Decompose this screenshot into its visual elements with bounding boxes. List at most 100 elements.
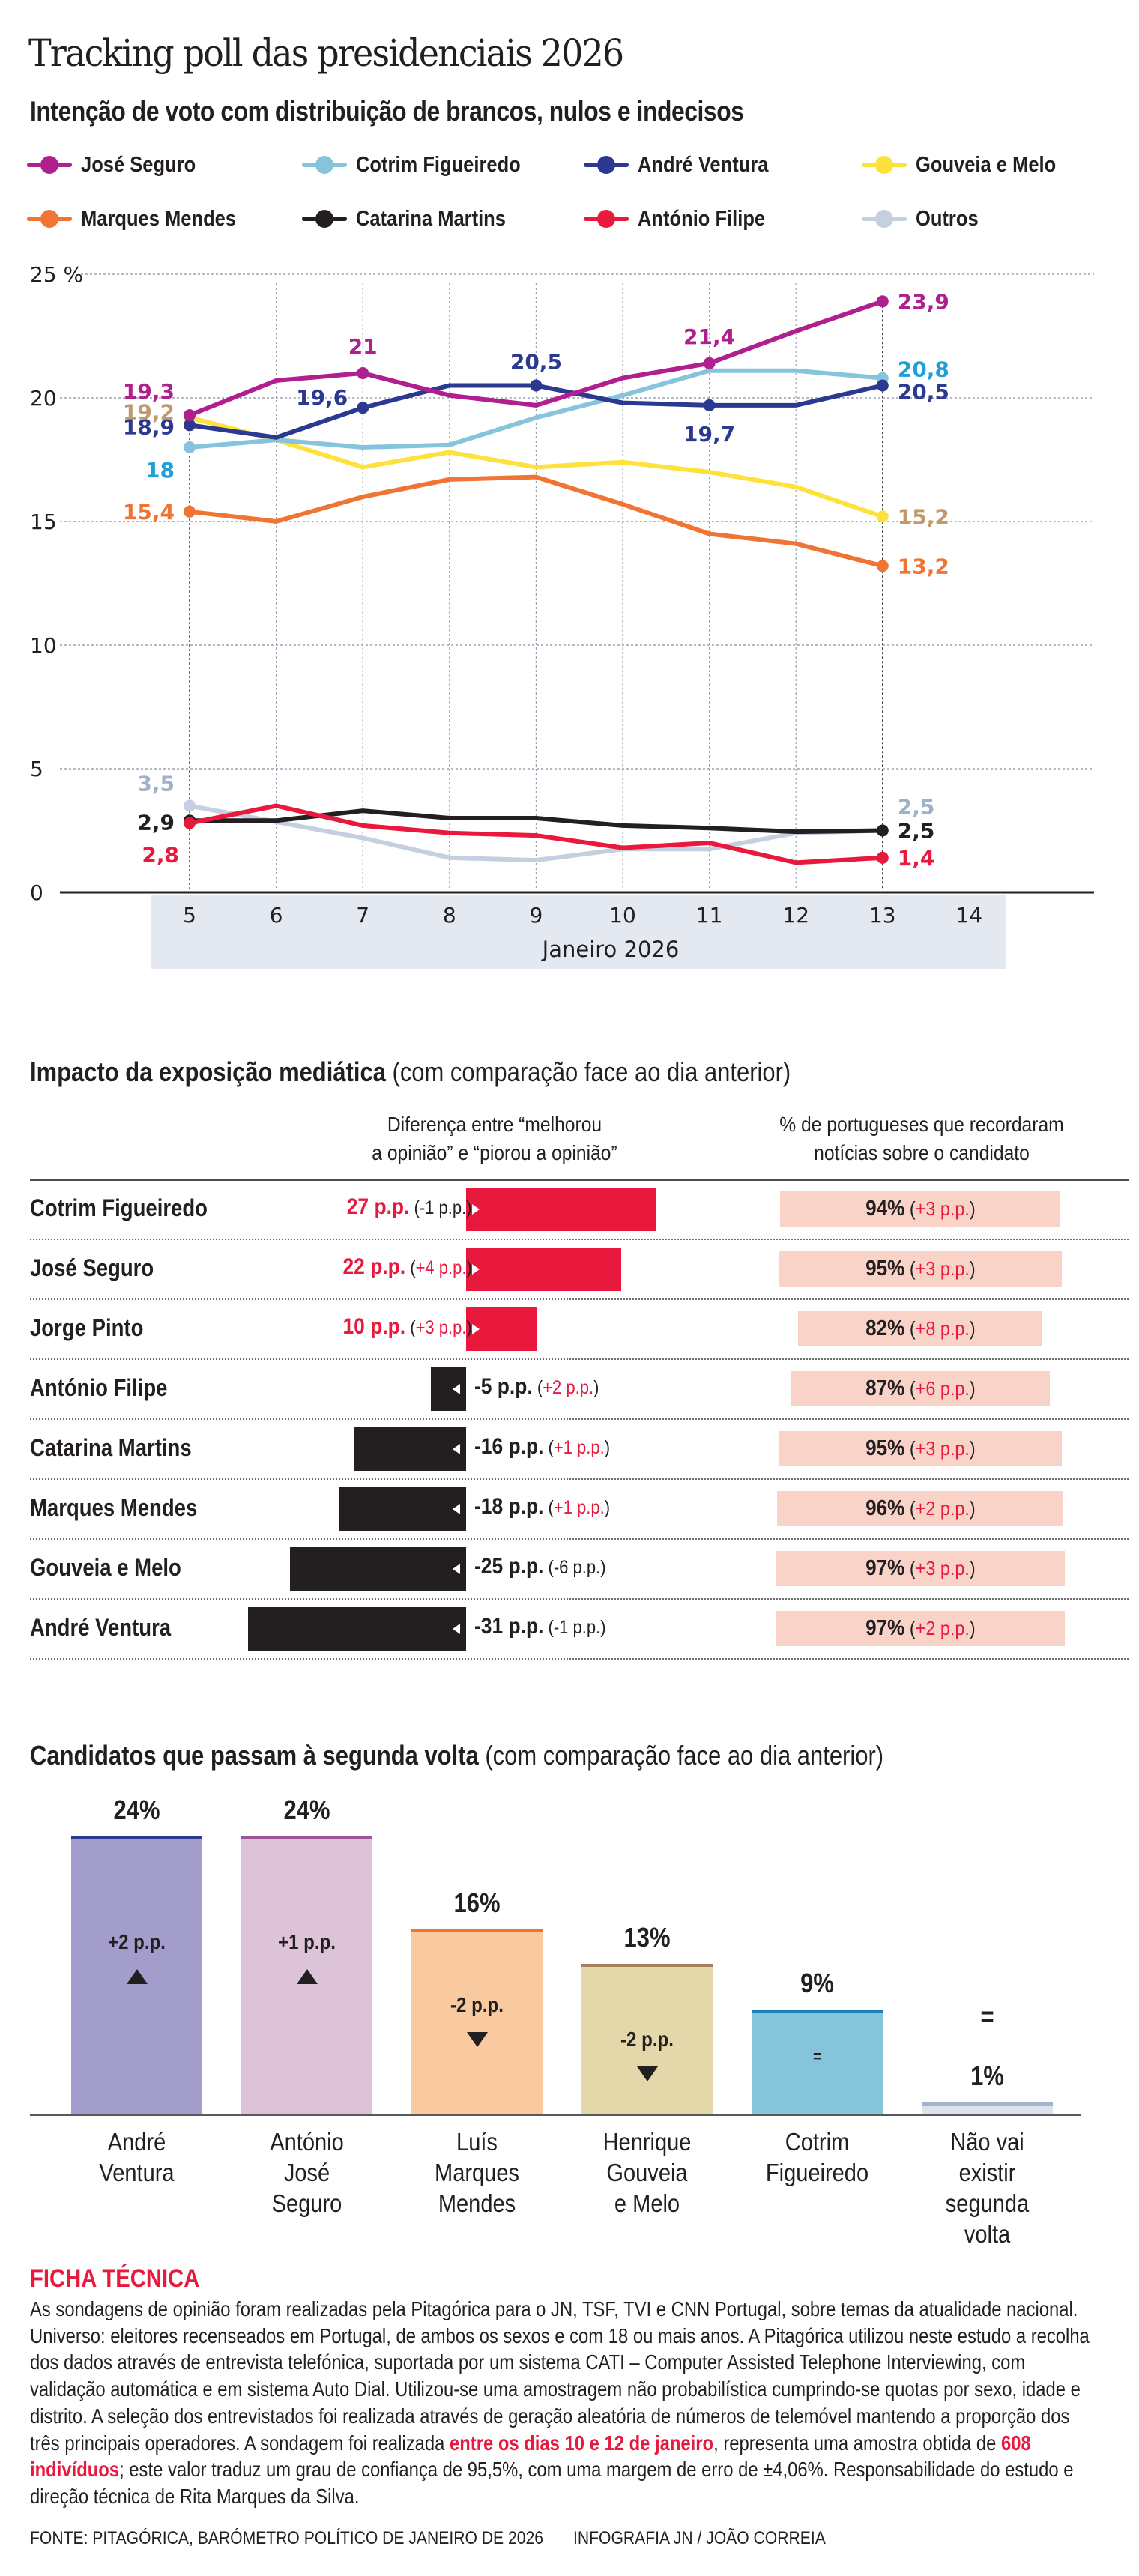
recall-bar: 97% (+3 p.p.) — [775, 1551, 1066, 1586]
data-label: 19,6 — [296, 385, 348, 410]
difference-label: -16 p.p. — [474, 1434, 544, 1459]
impact-column-header-difference: Diferença entre “melhorou a opinião” e “… — [349, 1110, 639, 1167]
bar-cap — [581, 1963, 713, 1967]
difference-label: -25 p.p. — [474, 1554, 544, 1579]
positive-difference-bar — [466, 1307, 537, 1351]
data-point — [530, 379, 543, 392]
data-point — [876, 510, 889, 523]
row-separator — [30, 1298, 1129, 1300]
series-line-marques-mendes — [189, 474, 883, 569]
difference-value: -16 p.p. (+1 p.p.) — [474, 1434, 610, 1460]
difference-label: -31 p.p. — [474, 1614, 544, 1639]
data-label: 15,2 — [898, 504, 949, 529]
triangle-down-icon — [636, 2066, 658, 2081]
candidate-name: Cotrim Figueiredo — [30, 1194, 208, 1221]
data-label: 18 — [145, 458, 175, 483]
ficha-text: ; este valor traduz um grau de confiança… — [30, 2458, 1074, 2508]
data-label: 19,7 — [683, 422, 735, 447]
difference-label: -18 p.p. — [474, 1494, 544, 1519]
arrow-right-icon — [472, 1324, 480, 1334]
legend-label: José Seguro — [81, 152, 196, 177]
impact-row: Cotrim Figueiredo 27 p.p. (-1 p.p.) 94% (+… — [30, 1179, 1129, 1239]
difference-value: 10 p.p. (+3 p.p.) — [343, 1314, 472, 1340]
x-tick-label: 9 — [529, 903, 543, 928]
round2-bar: -2 p.p. — [411, 1929, 543, 2114]
x-tick-label: 13 — [869, 903, 896, 928]
data-label: 21,4 — [683, 324, 735, 349]
y-tick-label: 5 — [30, 757, 43, 781]
x-axis-band — [151, 895, 1006, 969]
legend-item-antonio-filipe: António Filipe — [584, 204, 782, 234]
negative-difference-bar — [353, 1427, 466, 1471]
recall-value: 95% (+3 p.p.) — [865, 1257, 976, 1281]
data-label: 19,3 — [123, 379, 175, 404]
impact-row: Gouveia e Melo -25 p.p. (-6 p.p.) 97% (+3 … — [30, 1539, 1129, 1599]
row-separator — [30, 1239, 1129, 1240]
round2-value-label: 24% — [113, 1795, 160, 1826]
y-tick-label: 20 — [30, 386, 57, 411]
triangle-up-icon — [296, 1969, 318, 1985]
x-tick-label: 11 — [696, 903, 723, 928]
data-label: 23,9 — [898, 289, 949, 314]
round2-title: Candidatos que passam à segunda volta — [30, 1740, 479, 1771]
legend-line-marker-icon — [302, 210, 347, 228]
round2-change-label: +2 p.p. — [108, 1930, 166, 1954]
header-line: notícias sobre o candidato — [814, 1141, 1030, 1164]
line-chart: 0 5 10 15 20 25 % 5 6 7 8 9 10 11 12 13 14 Janeiro 2026… — [30, 262, 1094, 969]
impact-row: José Seguro 22 p.p. (+4 p.p.) 95% (+3 p.p.… — [30, 1239, 1129, 1299]
data-point — [876, 295, 889, 308]
round2-category-label: Henrique Gouveia e Melo — [602, 2128, 692, 2217]
data-point — [184, 799, 196, 812]
header-line: % de portugueses que recordaram — [779, 1113, 1064, 1136]
round2-bar: +1 p.p. — [241, 1836, 372, 2114]
data-label: 2,5 — [898, 819, 935, 844]
legend-line-marker-icon — [584, 210, 629, 228]
data-label: 15,4 — [123, 500, 175, 524]
difference-label: 27 p.p. — [347, 1194, 410, 1219]
legend-line-marker-icon — [27, 210, 72, 228]
negative-difference-bar — [290, 1547, 466, 1591]
round2-value-label: 24% — [283, 1795, 330, 1826]
recall-value: 94% (+3 p.p.) — [865, 1197, 976, 1221]
data-point — [184, 505, 196, 518]
data-point — [357, 402, 369, 414]
legend-line-marker-icon — [27, 156, 72, 174]
difference-value: -18 p.p. (+1 p.p.) — [474, 1494, 610, 1520]
positive-difference-bar — [466, 1188, 656, 1231]
legend-label: André Ventura — [638, 152, 769, 177]
impact-row: Jorge Pinto 10 p.p. (+3 p.p.) 82% (+8 p.p.… — [30, 1299, 1129, 1359]
difference-value: -31 p.p. (-1 p.p.) — [474, 1614, 606, 1639]
difference-value: 22 p.p. (+4 p.p.) — [343, 1254, 472, 1280]
data-point — [876, 851, 889, 864]
negative-difference-bar — [431, 1367, 466, 1411]
x-tick-label: 7 — [356, 903, 369, 928]
recall-value: 87% (+6 p.p.) — [865, 1376, 976, 1400]
data-point — [876, 560, 889, 572]
impact-row: Marques Mendes -18 p.p. (+1 p.p.) 96% (+2 … — [30, 1479, 1129, 1539]
triangle-down-icon — [466, 2031, 488, 2047]
ficha-text: As sondagens de opinião foram realizadas… — [30, 2297, 1090, 2455]
x-tick-label: 14 — [956, 903, 983, 928]
legend-line-marker-icon — [584, 156, 629, 174]
round2-value-label: 9% — [800, 1968, 834, 1999]
data-point — [184, 409, 196, 422]
arrow-right-icon — [472, 1204, 480, 1215]
legend-label: Outros — [916, 206, 979, 231]
data-point — [184, 441, 196, 453]
data-label: 2,9 — [137, 810, 175, 835]
y-tick-label: 10 — [30, 633, 57, 658]
difference-label: 10 p.p. — [342, 1314, 406, 1339]
round2-change-label: +1 p.p. — [278, 1930, 336, 1954]
row-separator — [30, 1658, 1129, 1660]
data-label: 20,8 — [898, 357, 949, 382]
data-label: 20,5 — [510, 350, 562, 375]
recall-bar: 97% (+2 p.p.) — [775, 1611, 1066, 1646]
legend-label: Gouveia e Melo — [916, 152, 1057, 177]
legend-item-gouveia-e-melo: Gouveia e Melo — [862, 150, 1075, 180]
difference-change: (+2 p.p.) — [532, 1377, 599, 1398]
row-separator — [30, 1478, 1129, 1480]
recall-value: 95% (+3 p.p.) — [865, 1436, 976, 1460]
legend-item-cotrim-figueiredo: Cotrim Figueiredo — [302, 150, 543, 180]
legend-label: António Filipe — [638, 206, 766, 231]
round2-value-label: 16% — [453, 1887, 501, 1918]
